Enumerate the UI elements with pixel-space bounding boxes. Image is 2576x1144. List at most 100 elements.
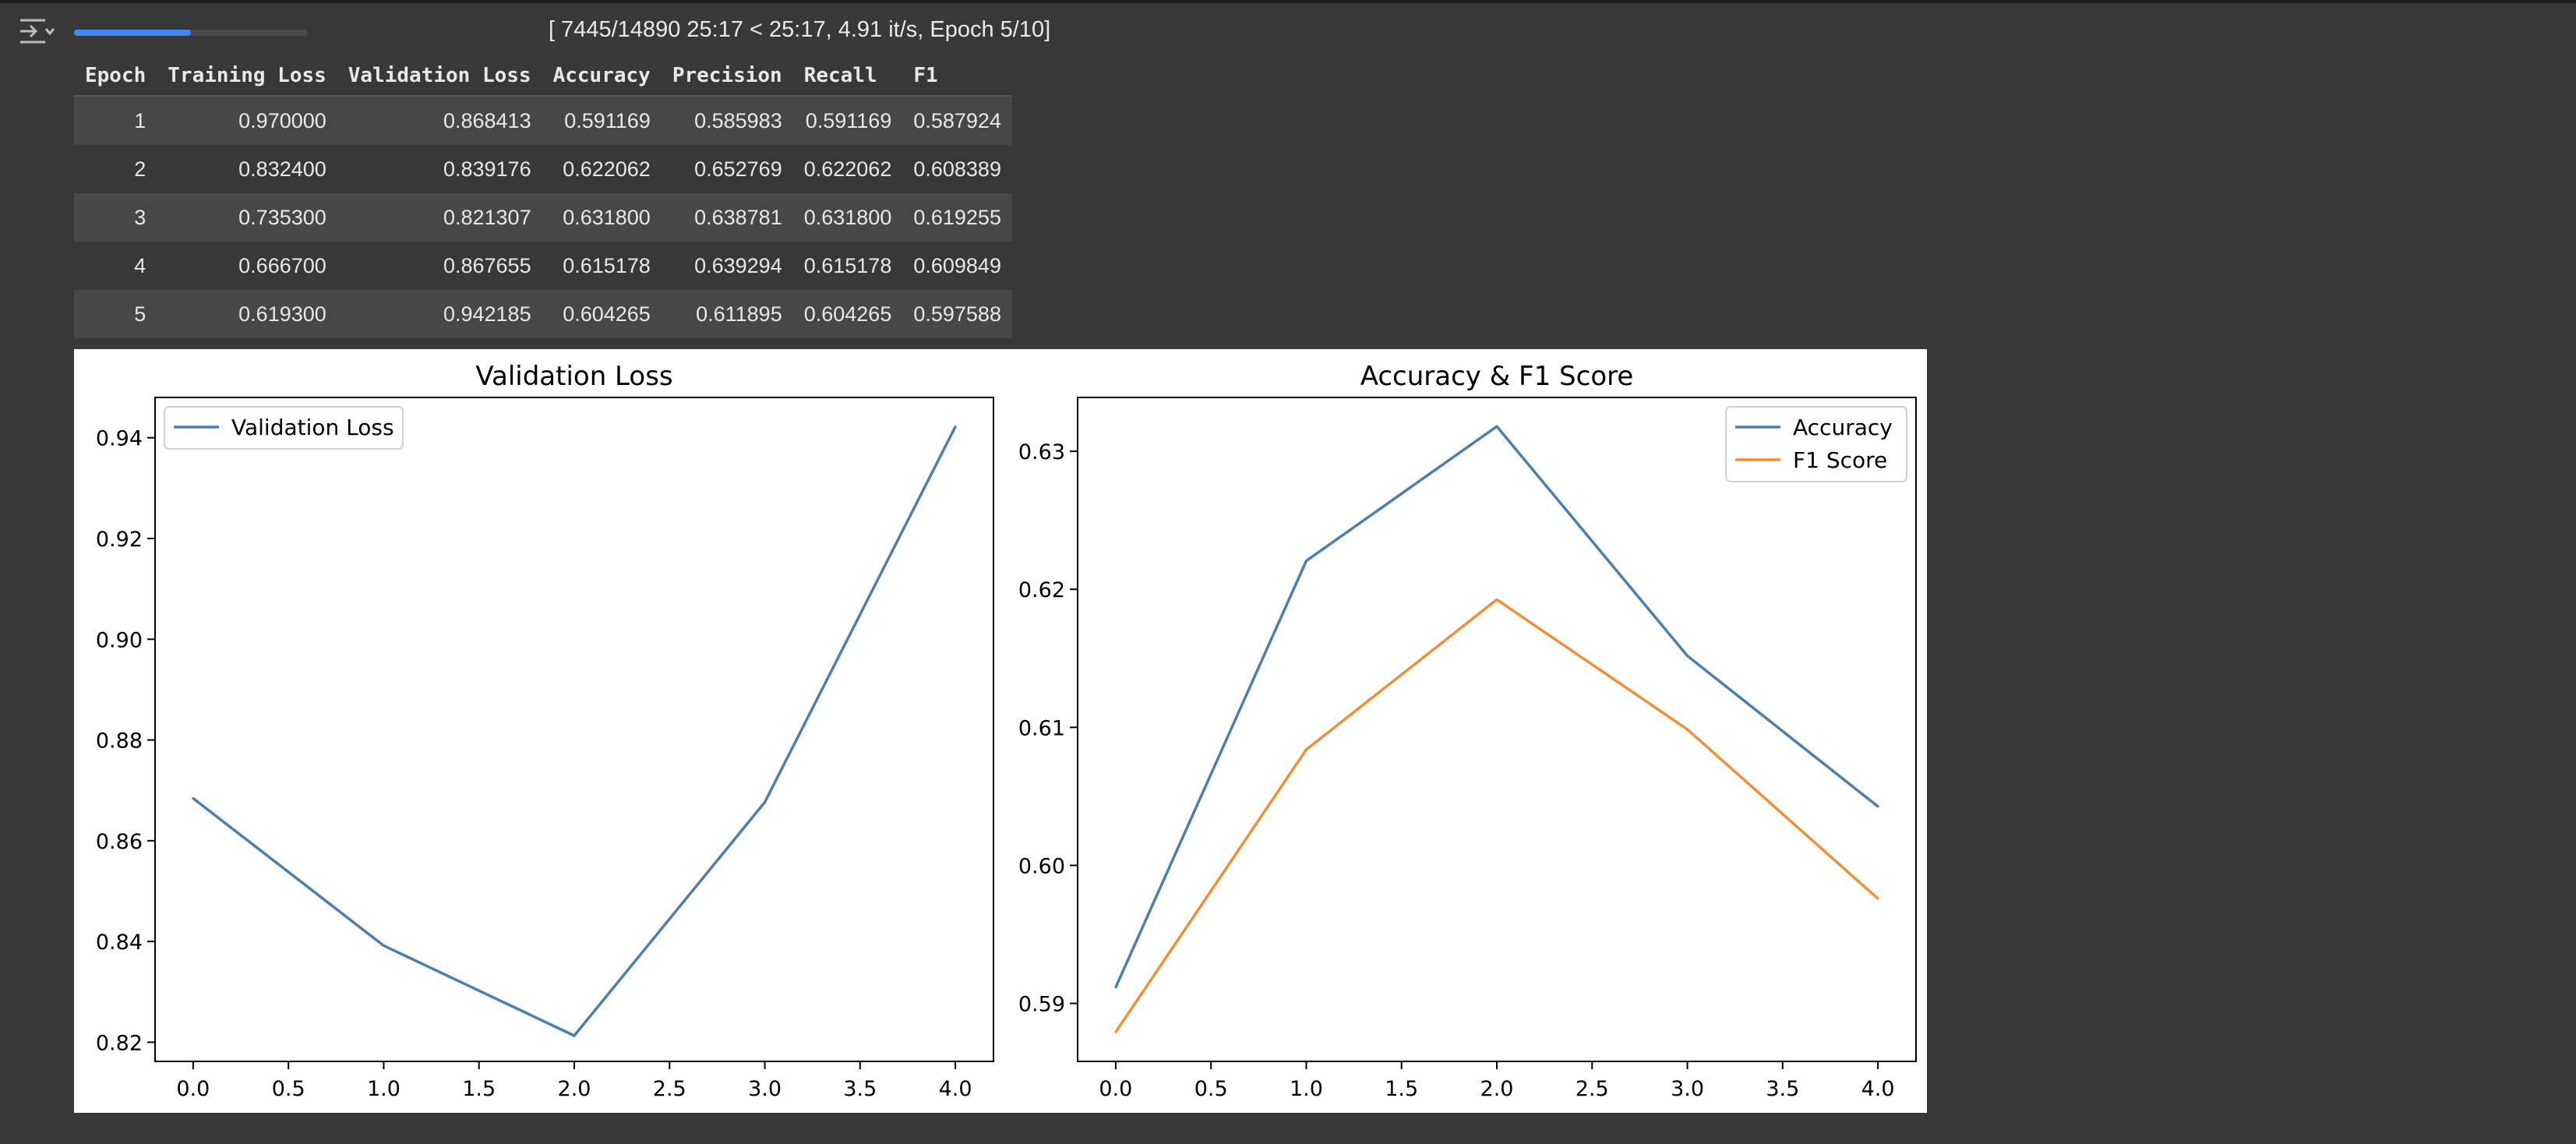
- data-point: [1495, 598, 1498, 601]
- cell-accuracy: 0.615178: [542, 242, 662, 290]
- cell-epoch: 4: [74, 242, 157, 290]
- data-point: [1114, 1030, 1117, 1033]
- data-point: [192, 796, 195, 800]
- cell-accuracy: 0.591169: [542, 96, 662, 145]
- column-header-f1: F1: [902, 56, 1012, 97]
- x-tick-label: 0.5: [272, 1077, 305, 1101]
- metrics-header-row: Epoch Training Loss Validation Loss Accurac…: [74, 56, 1012, 97]
- series-line-accuracy: [1114, 425, 1879, 988]
- data-point: [1495, 425, 1498, 428]
- cell-f1: 0.597588: [902, 290, 1012, 338]
- column-header-accuracy: Accuracy: [542, 56, 662, 97]
- y-tick-label: 0.88: [96, 729, 143, 754]
- x-tick-label: 2.0: [1480, 1077, 1514, 1101]
- training-progress-fill: [74, 30, 191, 36]
- y-tick-label: 0.84: [96, 930, 143, 955]
- cell-validation-loss: 0.839176: [337, 145, 542, 193]
- y-tick-label: 0.60: [1018, 854, 1065, 878]
- y-tick-label: 0.90: [96, 628, 143, 652]
- column-header-recall: Recall: [792, 56, 903, 97]
- progress-status-text: [ 7445/14890 25:17 < 25:17, 4.91 it/s, E…: [549, 17, 1051, 42]
- series-line-f1-score: [1114, 598, 1879, 1033]
- cell-precision: 0.638781: [661, 193, 793, 242]
- cell-f1: 0.609849: [902, 242, 1012, 290]
- cell-recall: 0.615178: [792, 242, 903, 290]
- cell-epoch: 3: [74, 193, 157, 242]
- y-tick-label: 0.59: [1018, 993, 1065, 1017]
- column-header-epoch: Epoch: [74, 56, 157, 97]
- cell-f1: 0.619255: [902, 193, 1012, 242]
- cell-accuracy: 0.622062: [542, 145, 662, 193]
- x-tick-label: 3.5: [1766, 1077, 1799, 1101]
- y-tick-label: 0.61: [1018, 716, 1065, 740]
- cell-accuracy: 0.631800: [542, 193, 662, 242]
- x-tick-label: 0.0: [1099, 1077, 1132, 1101]
- series-line-validation-loss: [192, 425, 957, 1037]
- cell-validation-loss: 0.942185: [337, 290, 542, 338]
- x-tick-label: 4.0: [1861, 1077, 1895, 1101]
- y-tick-label: 0.92: [96, 528, 143, 552]
- cell-epoch: 2: [74, 145, 157, 193]
- cell-validation-loss: 0.821307: [337, 193, 542, 242]
- cell-training-loss: 0.832400: [157, 145, 337, 193]
- data-point: [1876, 897, 1879, 900]
- plot-frame: [1077, 397, 1917, 1062]
- cell-training-loss: 0.735300: [157, 193, 337, 242]
- column-header-training-loss: Training Loss: [157, 56, 337, 97]
- data-point: [954, 425, 957, 429]
- cell-epoch: 1: [74, 96, 157, 145]
- cell-training-loss: 0.619300: [157, 290, 337, 338]
- x-tick-label: 0.0: [176, 1077, 210, 1101]
- data-point: [573, 1034, 576, 1037]
- x-tick-label: 1.5: [462, 1077, 496, 1101]
- legend-label: F1 Score: [1793, 447, 1887, 473]
- cell-recall: 0.591169: [792, 96, 903, 145]
- y-tick-label: 0.86: [96, 830, 143, 854]
- legend-label: Validation Loss: [231, 415, 394, 440]
- cell-validation-loss: 0.867655: [337, 242, 542, 290]
- cell-precision: 0.611895: [661, 290, 793, 338]
- legend-label: Accuracy: [1793, 415, 1893, 440]
- cell-precision: 0.585983: [661, 96, 793, 145]
- table-row: 4 0.666700 0.867655 0.615178 0.639294 0.61517…: [74, 242, 1012, 290]
- data-point: [1686, 655, 1689, 658]
- x-tick-label: 2.0: [558, 1077, 591, 1101]
- cell-epoch: 5: [74, 290, 157, 338]
- data-point: [1876, 805, 1879, 808]
- cell-f1: 0.587924: [902, 96, 1012, 145]
- y-tick-label: 0.82: [96, 1031, 143, 1055]
- cell-training-loss: 0.666700: [157, 242, 337, 290]
- chart-1: Validation Loss 0.0 0.5 1.0 1.5 2.0 2.5 3.0 3.5 4…: [96, 361, 994, 1101]
- top-border: [0, 0, 2576, 3]
- chart-title: Validation Loss: [475, 361, 672, 392]
- cell-precision: 0.639294: [661, 242, 793, 290]
- metrics-table: Epoch Training Loss Validation Loss Accurac…: [74, 56, 1012, 338]
- cell-precision: 0.652769: [661, 145, 793, 193]
- data-point: [382, 944, 385, 947]
- data-point: [1304, 748, 1307, 751]
- table-row: 5 0.619300 0.942185 0.604265 0.611895 0.60426…: [74, 290, 1012, 338]
- plot-frame: [154, 397, 994, 1062]
- cell-f1: 0.608389: [902, 145, 1012, 193]
- training-progress-bar: [74, 30, 308, 36]
- chart-2: Accuracy & F1 Score 0.0 0.5 1.0 1.5 2.0 2.5 3.0…: [1018, 361, 1917, 1101]
- chart-title: Accuracy & F1 Score: [1360, 361, 1634, 392]
- table-row: 1 0.970000 0.868413 0.591169 0.585983 0.59116…: [74, 96, 1012, 145]
- data-point: [1686, 728, 1689, 731]
- table-row: 2 0.832400 0.839176 0.622062 0.652769 0.62206…: [74, 145, 1012, 193]
- y-tick-label: 0.94: [96, 427, 143, 451]
- cell-training-loss: 0.970000: [157, 96, 337, 145]
- output-toggle-icon[interactable]: [17, 16, 56, 47]
- data-point: [764, 800, 767, 803]
- legend: Accuracy F1 Score: [1725, 406, 1907, 482]
- cell-recall: 0.631800: [792, 193, 903, 242]
- x-tick-label: 1.0: [1290, 1077, 1323, 1101]
- legend-box: [164, 406, 404, 450]
- plots-canvas: Validation Loss 0.0 0.5 1.0 1.5 2.0 2.5 3.0 3.5 4…: [96, 361, 1917, 1101]
- x-tick-label: 1.5: [1385, 1077, 1418, 1101]
- x-tick-label: 3.0: [1671, 1077, 1704, 1101]
- cell-recall: 0.622062: [792, 145, 903, 193]
- legend-box: [1725, 406, 1907, 482]
- data-point: [1304, 560, 1307, 563]
- cell-validation-loss: 0.868413: [337, 96, 542, 145]
